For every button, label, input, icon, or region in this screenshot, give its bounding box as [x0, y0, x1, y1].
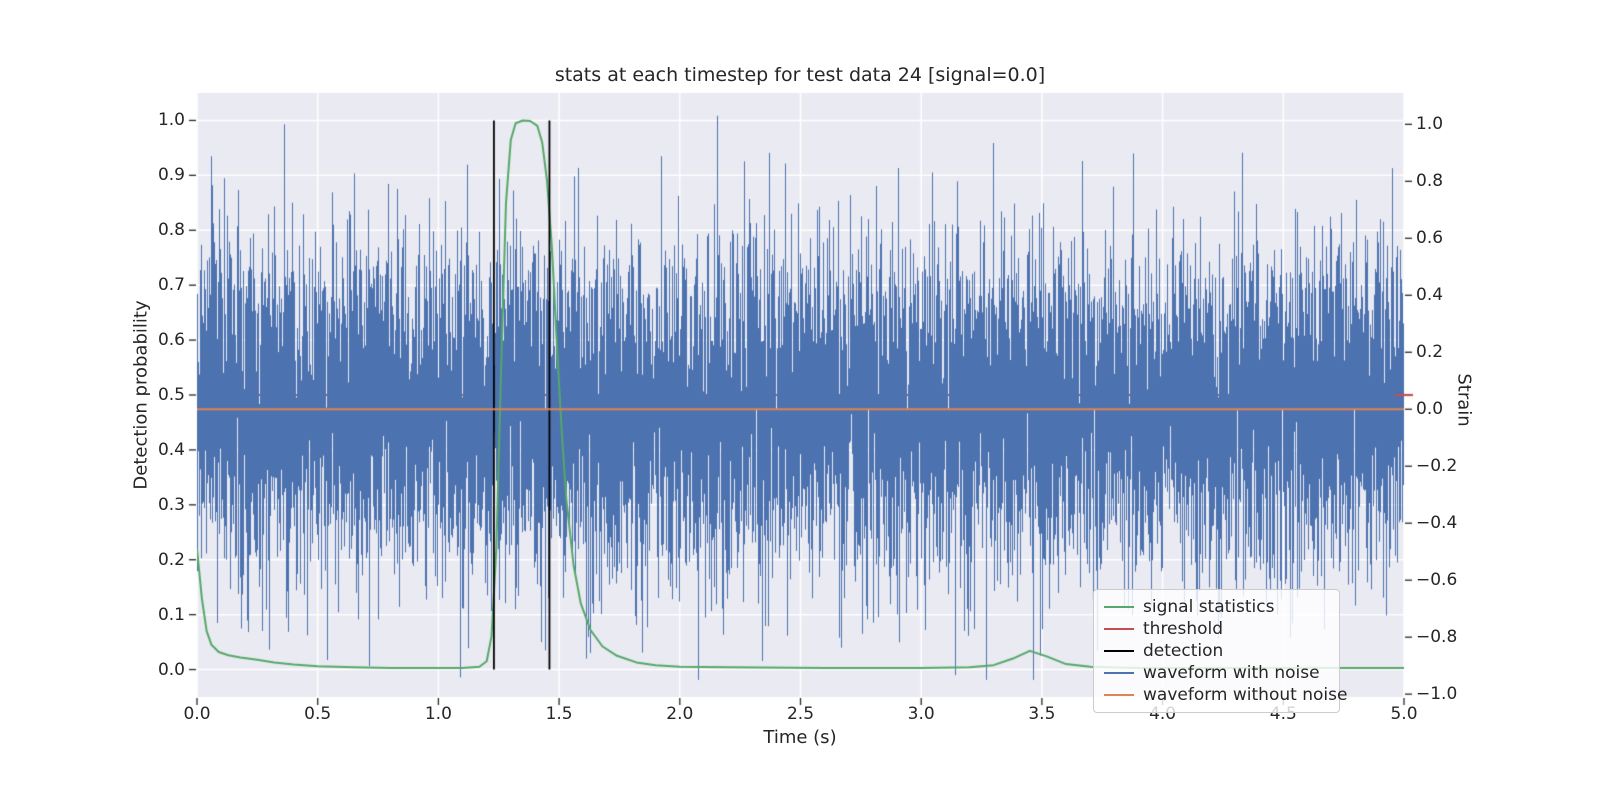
legend: signal statistics threshold detection wa…: [1093, 589, 1347, 713]
y-right-tick-label: −0.8: [1416, 627, 1458, 648]
y-left-tick-label: 0.4: [157, 439, 185, 460]
x-tick-label: 2.5: [786, 704, 815, 724]
legend-item: signal statistics: [1104, 597, 1329, 617]
y-left-tick-label: 0.1: [157, 604, 185, 625]
legend-item-label: signal statistics: [1143, 597, 1275, 617]
x-axis-label: Time (s): [763, 727, 837, 748]
y-right-tick-label: 0.6: [1416, 228, 1444, 249]
y-left-tick-label: 0.6: [157, 330, 185, 351]
legend-item-label: waveform with noise: [1143, 663, 1320, 683]
y-right-tick-label: −1.0: [1416, 684, 1458, 705]
y-left-tick-label: 0.7: [157, 275, 185, 296]
legend-item: threshold: [1104, 619, 1329, 639]
legend-item-label: threshold: [1143, 619, 1224, 639]
y-right-tick-label: 0.8: [1416, 171, 1444, 192]
y-left-tick-label: 0.5: [157, 385, 185, 405]
x-tick-label: 1.0: [424, 704, 452, 724]
y-right-tick-label: 0.2: [1416, 342, 1444, 363]
legend-item: detection: [1104, 641, 1329, 661]
chart-title: stats at each timestep for test data 24 …: [554, 64, 1046, 86]
x-tick-label: 1.5: [545, 704, 573, 724]
y-left-tick-label: 0.8: [157, 220, 185, 241]
legend-swatch-detection: [1104, 650, 1134, 652]
legend-item: waveform without noise: [1104, 685, 1347, 705]
legend-swatch-signal-statistics: [1104, 606, 1134, 608]
legend-swatch-threshold: [1104, 628, 1134, 630]
y-right-tick-label: 0.4: [1416, 285, 1444, 306]
x-tick-label: 3.5: [1028, 704, 1056, 724]
y-left-tick-label: 0.2: [157, 549, 185, 570]
x-tick-label: 0.0: [183, 704, 211, 724]
y-left-tick-label: 0.0: [157, 659, 185, 680]
y-left-tick-label: 0.9: [157, 165, 185, 186]
y-left-tick-label: 0.3: [157, 494, 185, 515]
legend-swatch-waveform-with-noise: [1104, 672, 1134, 674]
x-tick-label: 2.0: [666, 704, 694, 724]
y-left-tick-label: 1.0: [157, 110, 185, 131]
legend-item: waveform with noise: [1104, 663, 1329, 683]
x-tick-label: 3.0: [907, 704, 935, 724]
x-tick-label: 0.5: [304, 704, 332, 724]
legend-swatch-waveform-without-noise: [1104, 694, 1134, 696]
y-right-tick-label: 0.0: [1416, 399, 1444, 420]
legend-item-label: detection: [1143, 641, 1224, 661]
y-right-tick-label: −0.4: [1416, 513, 1458, 534]
legend-item-label: waveform without noise: [1143, 685, 1348, 705]
y-right-tick-label: −0.2: [1416, 456, 1458, 477]
x-tick-label: 5.0: [1390, 704, 1418, 724]
y-right-tick-label: 1.0: [1416, 114, 1444, 135]
y-right-tick-label: −0.6: [1416, 570, 1458, 591]
